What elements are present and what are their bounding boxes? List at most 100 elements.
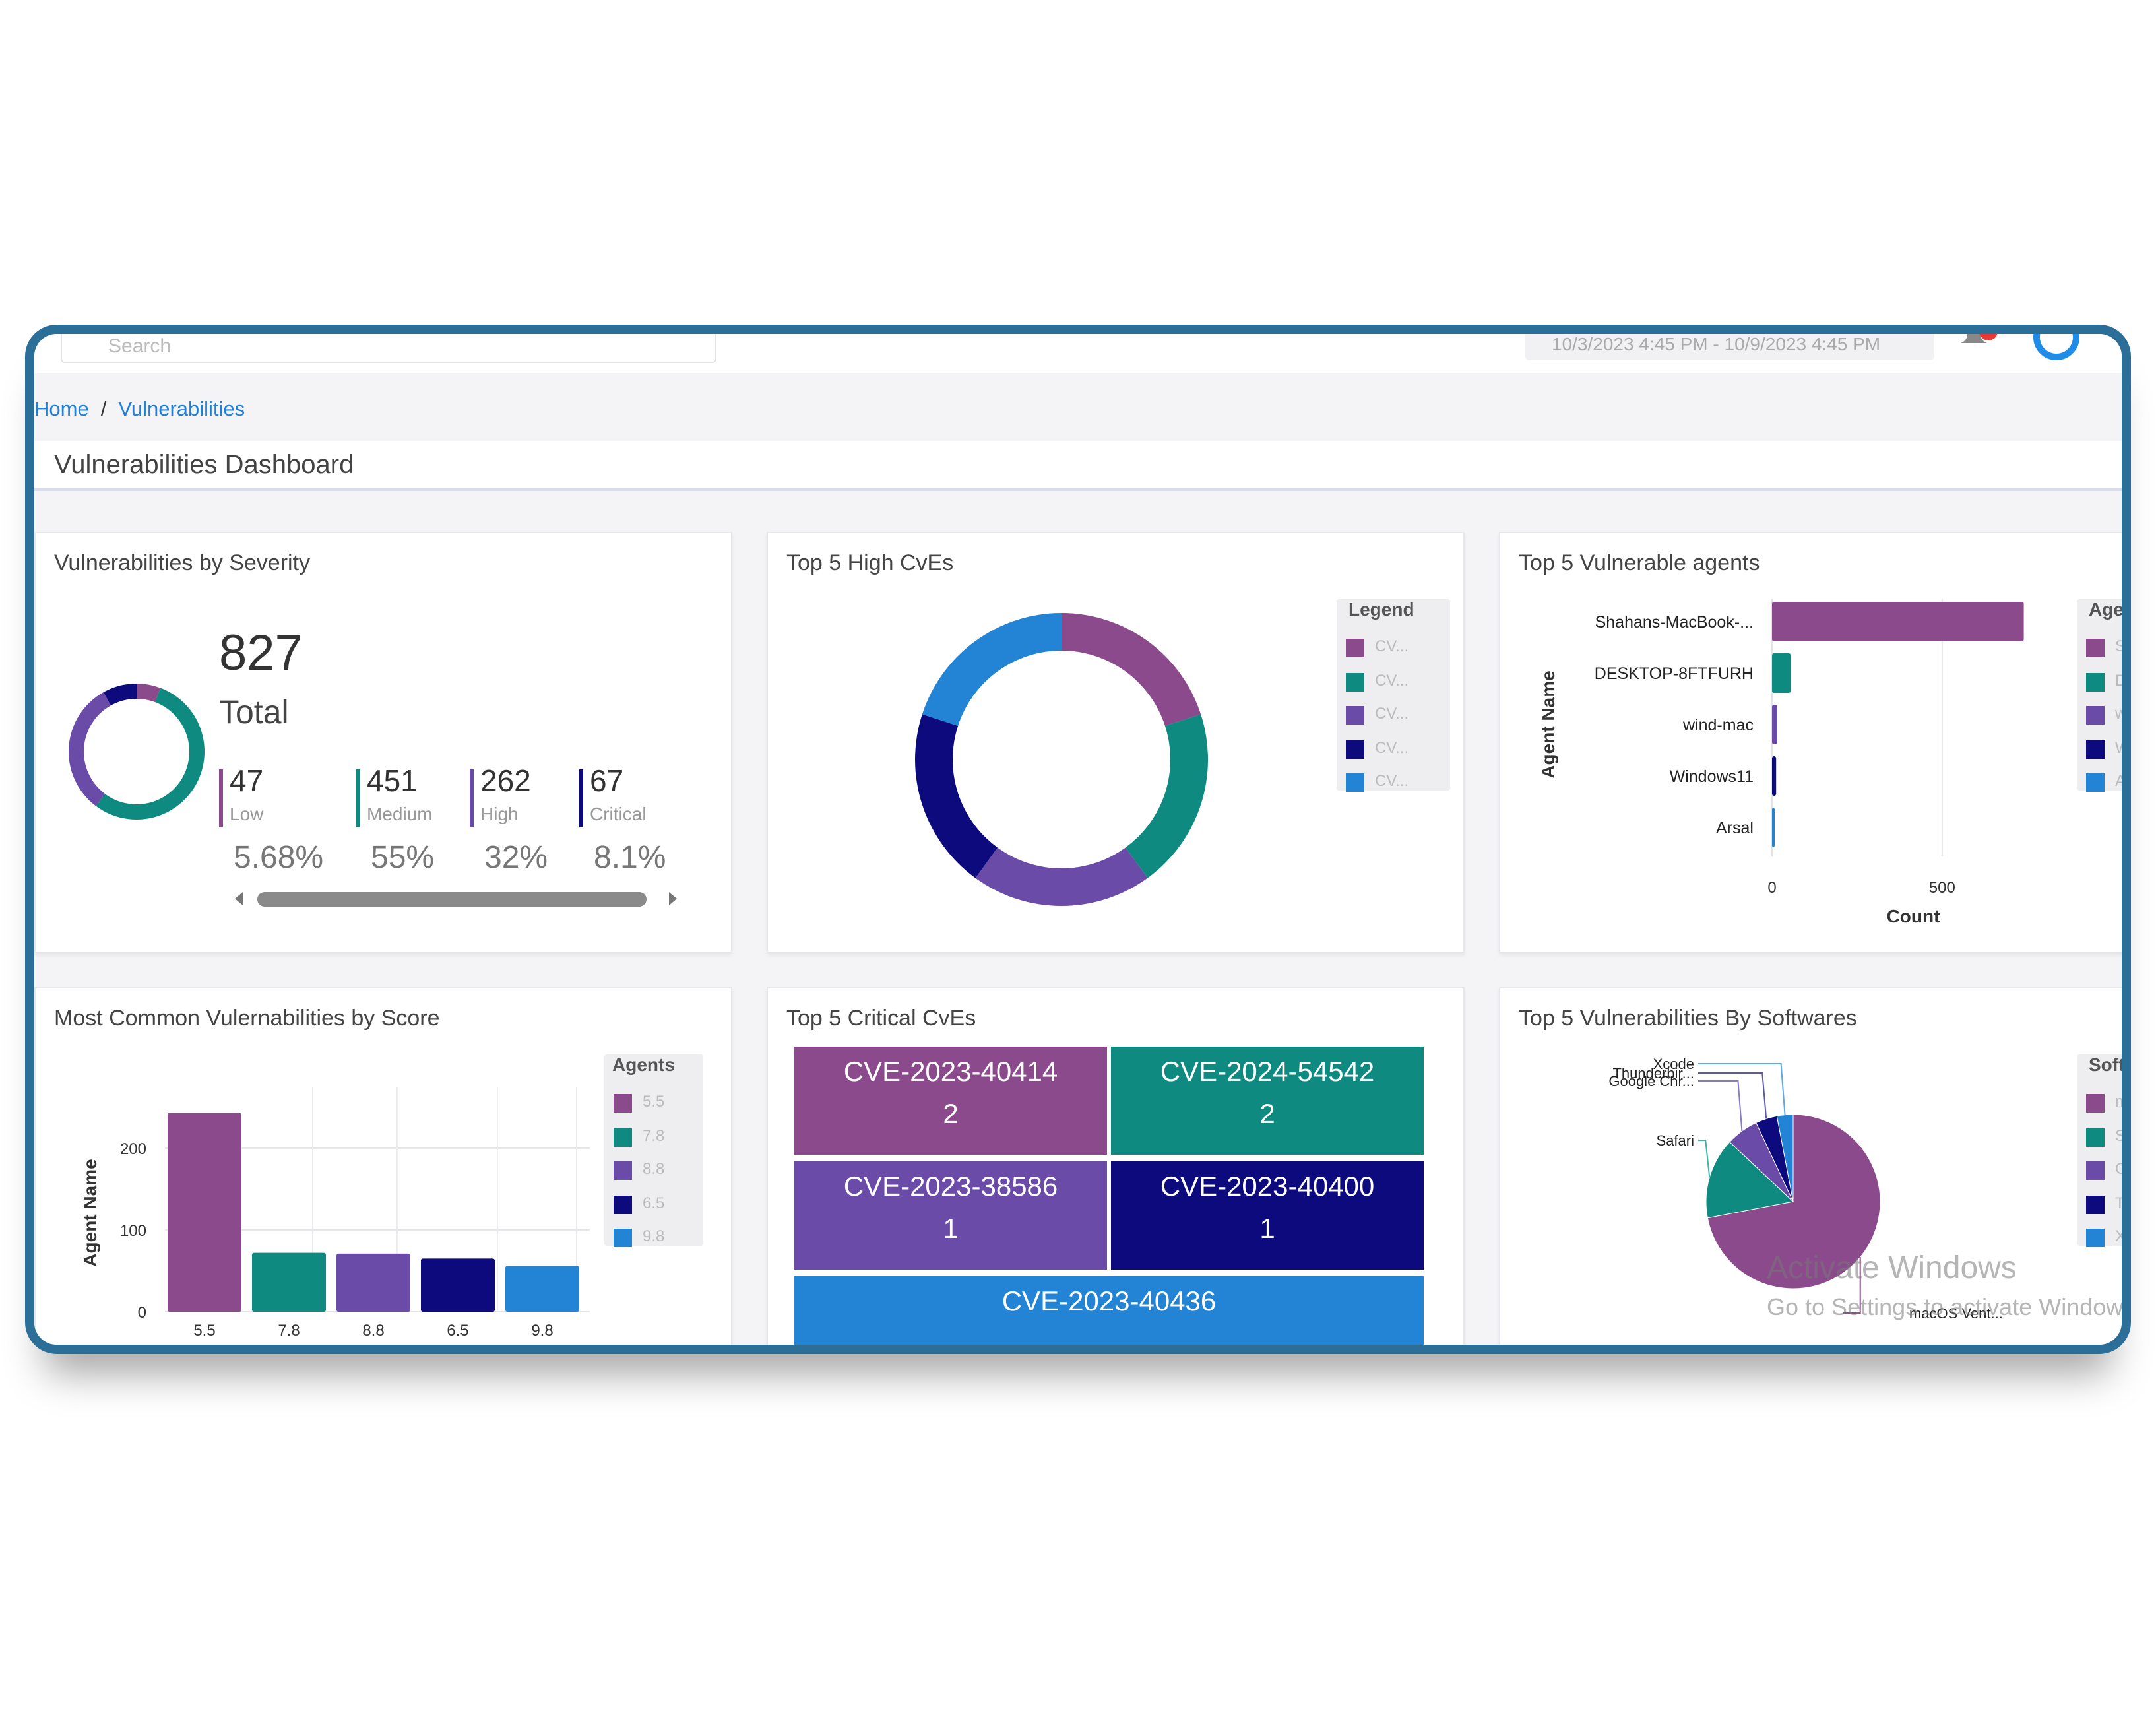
agent-bar bbox=[1772, 808, 1775, 847]
high-cve-slice bbox=[1062, 613, 1201, 727]
cve-tile[interactable]: CVE-2023-40414 2 bbox=[794, 1047, 1107, 1155]
agent-bar bbox=[1772, 705, 1777, 744]
agent-name-label: DESKTOP-8FTFURH bbox=[1595, 664, 1754, 683]
software-pie-chart: macOS Vent... Safari Google Chr...Thunderb… bbox=[1608, 1056, 2002, 1322]
legend-label: 9.8 bbox=[643, 1227, 665, 1245]
breadcrumb-separator: / bbox=[100, 397, 107, 420]
severity-slice bbox=[96, 688, 205, 820]
page-title-bar: Vulnerabilities Dashboard bbox=[34, 441, 2122, 491]
software-card: Top 5 Vulnerabilities By Softwares macOS… bbox=[1499, 987, 2128, 1345]
horizontal-scrollbar[interactable] bbox=[257, 892, 647, 907]
legend-label: CV... bbox=[1375, 772, 1409, 790]
cve-id: CVE-2023-40436 bbox=[1001, 1285, 1217, 1316]
score-bar-chart: 0 100 200 5.5 7.8 8.8 6.5 9.8 Agent Name bbox=[80, 1087, 590, 1340]
legend-label: win bbox=[2115, 705, 2130, 723]
low-bar bbox=[219, 769, 223, 827]
notification-bell-icon[interactable] bbox=[1961, 334, 2000, 354]
legend-label: Sa bbox=[2115, 1127, 2126, 1145]
cve-tile[interactable]: CVE-2023-38586 1 bbox=[794, 1161, 1107, 1270]
medium-label: Medium bbox=[367, 804, 433, 824]
software-slice bbox=[1705, 1141, 1794, 1219]
agent-bar bbox=[1772, 602, 2024, 641]
software-label: Safari bbox=[1657, 1132, 1694, 1149]
high-cves-legend: Legend CV... CV... CV... CV... CV... bbox=[1337, 599, 1450, 792]
activate-windows-watermark: Activate Windows bbox=[1767, 1250, 2017, 1285]
score-card: Most Common Vulernabilities by Score 0 10… bbox=[34, 987, 732, 1345]
agents-legend: Agen Sh DE win Wi Ars bbox=[2077, 599, 2131, 792]
legend-title: Agen bbox=[2089, 599, 2131, 620]
software-label: Thunderbir... bbox=[1612, 1065, 1694, 1082]
score-bar bbox=[336, 1253, 410, 1312]
legend-title: Agents bbox=[612, 1054, 675, 1075]
software-legend: Softw ma Sa Go Th Xc bbox=[2077, 1054, 2128, 1247]
score-bar bbox=[421, 1258, 495, 1312]
medium-percent: 55% bbox=[371, 840, 435, 875]
agents-card-title: Top 5 Vulnerable agents bbox=[1519, 550, 1760, 575]
legend-label: Th bbox=[2115, 1194, 2125, 1212]
cve-count: 2 bbox=[1259, 1098, 1275, 1129]
high-cve-slice bbox=[922, 613, 1062, 727]
legend-label: Wi bbox=[2115, 739, 2130, 757]
breadcrumb-current-link[interactable]: Vulnerabilities bbox=[118, 397, 245, 420]
legend-label: 6.5 bbox=[643, 1194, 665, 1212]
legend-label: CV... bbox=[1375, 637, 1409, 655]
cve-id: CVE-2023-40414 bbox=[843, 1056, 1058, 1087]
cve-tile[interactable]: CVE-2023-40436 bbox=[794, 1276, 1424, 1345]
user-avatar-icon[interactable] bbox=[2033, 334, 2079, 360]
score-bar bbox=[505, 1266, 579, 1312]
agents-bar-chart: Shahans-MacBook-... DESKTOP-8FTFURH wind-m… bbox=[1538, 599, 2024, 926]
cve-count: 2 bbox=[943, 1098, 959, 1129]
high-bar bbox=[470, 769, 474, 827]
legend-label: 8.8 bbox=[643, 1160, 665, 1178]
critical-percent: 8.1% bbox=[594, 840, 666, 875]
cve-tile[interactable]: CVE-2023-40400 1 bbox=[1111, 1161, 1424, 1270]
leader-line bbox=[1698, 1063, 1786, 1115]
high-label: High bbox=[480, 804, 519, 824]
low-label: Low bbox=[230, 804, 264, 824]
cve-id: CVE-2024-54542 bbox=[1160, 1056, 1375, 1087]
x-axis-title: Count bbox=[1887, 906, 1940, 926]
score-bar bbox=[252, 1252, 326, 1312]
dashboard-window: Search 10/3/2023 4:45 PM - 10/9/2023 4:4… bbox=[25, 325, 2131, 1354]
y-axis-title: Agent Name bbox=[80, 1159, 100, 1266]
breadcrumb: Home / Vulnerabilities bbox=[34, 397, 245, 421]
critical-cves-card-title: Top 5 Critical CvEs bbox=[786, 1006, 976, 1031]
x-tick-label: 7.8 bbox=[278, 1322, 300, 1340]
scroll-right-arrow-icon[interactable] bbox=[669, 892, 677, 905]
legend-title: Softw bbox=[2089, 1054, 2125, 1075]
medium-count: 451 bbox=[367, 763, 418, 798]
legend-title: Legend bbox=[1348, 599, 1414, 620]
critical-label: Critical bbox=[590, 804, 647, 824]
high-cve-slice bbox=[1125, 714, 1208, 878]
date-range-picker[interactable]: 10/3/2023 4:45 PM - 10/9/2023 4:45 PM bbox=[1525, 334, 1934, 360]
low-count: 47 bbox=[230, 763, 264, 798]
page-title: Vulnerabilities Dashboard bbox=[54, 450, 354, 479]
score-card-title: Most Common Vulernabilities by Score bbox=[54, 1006, 440, 1031]
search-input[interactable]: Search bbox=[61, 334, 716, 363]
scroll-left-arrow-icon[interactable] bbox=[235, 892, 243, 905]
agent-name-label: Shahans-MacBook-... bbox=[1595, 613, 1754, 631]
medium-bar bbox=[356, 769, 360, 827]
y-tick-label: 0 bbox=[138, 1304, 146, 1322]
cve-tile[interactable]: CVE-2024-54542 2 bbox=[1111, 1047, 1424, 1155]
leader-line bbox=[1843, 1257, 1861, 1314]
high-cves-card-title: Top 5 High CvEs bbox=[786, 550, 954, 575]
agent-bar bbox=[1772, 756, 1777, 796]
legend-label: Sh bbox=[2115, 637, 2126, 655]
breadcrumb-home-link[interactable]: Home bbox=[34, 397, 89, 420]
y-tick-label: 200 bbox=[120, 1140, 146, 1158]
critical-cves-card: Top 5 Critical CvEs CVE-2023-40414 2 CVE… bbox=[767, 987, 1465, 1345]
y-axis-title: Agent Name bbox=[1538, 670, 1558, 778]
cve-count: 1 bbox=[1259, 1213, 1275, 1244]
high-cve-slice bbox=[975, 847, 1148, 906]
legend-label: 5.5 bbox=[643, 1093, 665, 1111]
legend-label: DE bbox=[2115, 672, 2127, 690]
x-tick-label: 500 bbox=[1929, 879, 1955, 897]
software-slice bbox=[1776, 1114, 1794, 1202]
x-tick-label: 8.8 bbox=[362, 1322, 384, 1340]
severity-card: Vulnerabilities by Severity 827 Total 47… bbox=[34, 532, 732, 953]
x-tick-label: 9.8 bbox=[531, 1322, 553, 1340]
legend-label: ma bbox=[2115, 1093, 2128, 1111]
high-cves-card: Top 5 High CvEs Legend CV... CV... CV...… bbox=[767, 532, 1465, 953]
software-label: Google Chr... bbox=[1608, 1073, 1694, 1089]
